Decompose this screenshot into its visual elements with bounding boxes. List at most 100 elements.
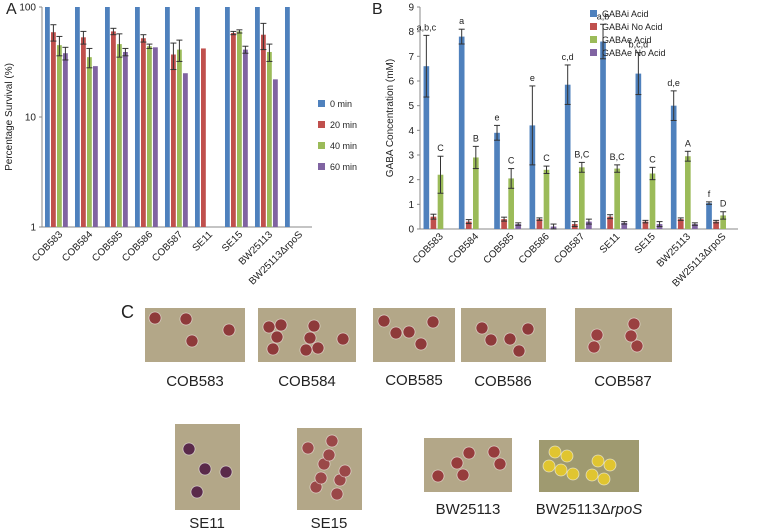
y-tick-label: 0 — [408, 225, 414, 236]
error-bar — [472, 145, 479, 170]
significance-letter: e — [495, 112, 500, 122]
plate-label-italic: rpoS — [611, 501, 643, 518]
error-bar — [465, 219, 472, 225]
colony — [431, 469, 445, 483]
bar — [93, 66, 98, 227]
significance-letter: B — [473, 133, 479, 143]
bar — [564, 84, 571, 229]
colony — [179, 312, 193, 326]
bar — [237, 31, 242, 227]
bar — [423, 66, 430, 229]
plate-label: COB585 — [385, 372, 443, 389]
error-bar — [684, 150, 691, 162]
significance-letter: f — [708, 189, 711, 199]
error-bar — [543, 165, 550, 174]
error-bar — [110, 27, 117, 36]
x-tick-label: COB585 — [90, 229, 125, 264]
x-tick-label: COB583 — [30, 229, 65, 264]
bar — [529, 125, 536, 229]
bar — [473, 157, 479, 229]
colony — [322, 448, 336, 462]
bar — [231, 33, 236, 228]
error-bar — [458, 28, 465, 45]
x-tick-label: COB587 — [552, 231, 587, 266]
colony — [299, 343, 313, 357]
error-bar — [230, 30, 237, 36]
bar — [621, 222, 628, 229]
colony — [325, 434, 339, 448]
bar — [147, 46, 152, 227]
colony — [503, 332, 517, 346]
y-tick-label: 9 — [408, 3, 414, 14]
error-bar — [677, 217, 684, 221]
colony — [560, 449, 574, 463]
legend-swatch — [318, 100, 325, 107]
legend-swatch — [318, 121, 325, 128]
bar — [586, 221, 592, 229]
bar — [51, 32, 56, 227]
bar — [706, 203, 712, 229]
colony — [512, 344, 526, 358]
legend-label: GABAe No Acid — [602, 48, 666, 58]
error-bar — [86, 47, 93, 69]
plate-image — [373, 308, 455, 362]
colony — [590, 328, 604, 342]
significance-letter: a — [459, 16, 464, 26]
bar — [225, 7, 230, 227]
significance-letter: b,c,d — [629, 40, 649, 50]
error-bar — [621, 221, 628, 225]
bar — [494, 132, 500, 229]
y-tick-label: 5 — [408, 101, 414, 112]
significance-letter: C — [649, 154, 656, 164]
bar — [437, 174, 444, 229]
bar — [261, 34, 266, 228]
error-bar — [550, 223, 557, 230]
error-bar — [140, 34, 147, 43]
error-bar — [720, 211, 727, 220]
y-tick-label: 1 — [30, 223, 36, 234]
significance-letter: C — [437, 143, 444, 153]
error-bar — [564, 64, 571, 105]
colony — [493, 457, 507, 471]
plate-image — [297, 428, 362, 510]
legend-label: 40 min — [330, 141, 357, 151]
x-tick-label: COB586 — [517, 231, 552, 266]
colony — [198, 462, 212, 476]
panel-label: B — [372, 1, 383, 18]
plate-label: SE11 — [189, 515, 225, 531]
bar — [117, 44, 122, 228]
colony — [521, 322, 535, 336]
colony — [587, 340, 601, 354]
y-tick-label: 4 — [408, 126, 414, 137]
plate-image — [539, 440, 639, 492]
bar — [141, 38, 146, 228]
bar — [579, 167, 585, 229]
y-tick-label: 2 — [408, 175, 414, 186]
legend-swatch — [590, 49, 597, 56]
bar — [720, 215, 726, 229]
colony — [487, 445, 501, 459]
bar — [458, 36, 465, 229]
significance-letter: a,b,c — [417, 22, 437, 32]
colony — [274, 318, 288, 332]
significance-letter: c,d — [562, 52, 574, 62]
plate-label: BW25113ΔrpoS — [536, 501, 642, 518]
bar — [267, 51, 272, 227]
error-bar — [649, 166, 656, 181]
legend-swatch — [318, 163, 325, 170]
error-bar — [614, 164, 621, 173]
colony — [630, 339, 644, 353]
significance-letter: A — [685, 138, 691, 148]
x-tick-label: SE11 — [191, 229, 216, 254]
error-bar — [266, 43, 273, 62]
plate-label-text: COB587 — [594, 373, 652, 390]
bar — [607, 216, 613, 229]
bar — [135, 7, 140, 227]
bar — [649, 173, 656, 229]
bar — [670, 105, 677, 229]
bar — [177, 49, 182, 227]
plate-label-text: COB583 — [166, 373, 224, 390]
plate-label-text: BW25113Δ — [536, 501, 611, 518]
colony — [219, 465, 233, 479]
colony — [402, 325, 416, 339]
